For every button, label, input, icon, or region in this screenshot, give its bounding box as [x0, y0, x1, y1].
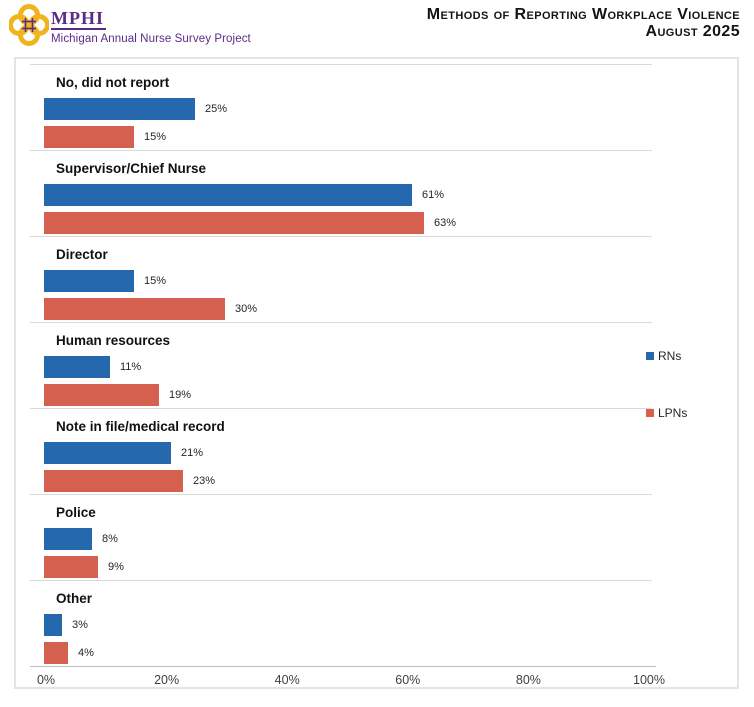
category-separator-line	[30, 236, 652, 237]
category-label: Human resources	[56, 333, 171, 348]
category-separator-line	[30, 408, 652, 409]
x-axis-tick-label: 20%	[154, 673, 180, 687]
x-axis-tick-label: 100%	[633, 673, 665, 687]
report-title-line2: August 2025	[645, 23, 740, 40]
quatrefoil-knot-icon	[9, 4, 49, 46]
rns-bar	[44, 528, 92, 550]
category-label: Supervisor/Chief Nurse	[56, 161, 207, 176]
x-axis-line	[30, 666, 656, 667]
x-axis-tick-label: 60%	[395, 673, 421, 687]
rns-bar-value: 8%	[102, 533, 118, 545]
lpns-bar	[44, 384, 159, 406]
category-label: Director	[56, 247, 108, 262]
lpns-bar	[44, 642, 68, 664]
rns-bar-value: 25%	[205, 103, 228, 115]
lpns-bar-value: 4%	[78, 647, 94, 659]
report-title: Methods of Reporting Workplace Violence …	[427, 6, 740, 40]
category-separator-line	[30, 150, 652, 151]
legend-label: LPNs	[658, 406, 688, 420]
report-title-line1: Methods of Reporting Workplace Violence	[426, 6, 740, 23]
rns-bar	[44, 184, 412, 206]
x-axis-tick-label: 80%	[515, 673, 541, 687]
category-label: Police	[56, 505, 96, 520]
logo-subtitle: Michigan Annual Nurse Survey Project	[51, 33, 251, 45]
x-axis-tick-label: 40%	[274, 673, 300, 687]
rns-bar	[44, 98, 195, 120]
legend-label: RNs	[658, 349, 682, 363]
rns-bar	[44, 442, 171, 464]
lpns-bar	[44, 298, 225, 320]
category-separator-line	[30, 494, 652, 495]
category-label: No, did not report	[56, 75, 170, 90]
lpns-bar	[44, 470, 183, 492]
rns-bar-value: 11%	[120, 361, 142, 373]
chart-frame: No, did not report 25% 15% Supervisor/Chief…	[14, 57, 739, 689]
lpns-bar-value: 15%	[144, 131, 167, 143]
rns-bar	[44, 356, 110, 378]
category-separator-line	[30, 64, 652, 65]
lpns-bar-value: 19%	[169, 389, 192, 401]
lpns-bar-value: 30%	[235, 303, 258, 315]
legend-item-rns: RNs	[646, 349, 681, 363]
category-separator-line	[30, 580, 652, 581]
rns-bar-value: 15%	[144, 275, 167, 287]
mphi-logo: MPHI Michigan Annual Nurse Survey Projec…	[9, 3, 251, 47]
lpns-bar-value: 23%	[193, 475, 216, 487]
logo-acronym: MPHI	[51, 8, 106, 30]
lpns-bar	[44, 556, 98, 578]
rns-bar-value: 21%	[181, 447, 204, 459]
legend-swatch-lpns	[646, 409, 654, 417]
category-separator-line	[30, 322, 652, 323]
legend-swatch-rns	[646, 352, 654, 360]
lpns-bar-value: 63%	[434, 217, 457, 229]
rns-bar-value: 3%	[72, 619, 88, 631]
rns-bar	[44, 614, 62, 636]
lpns-bar	[44, 212, 424, 234]
lpns-bar-value: 9%	[108, 561, 124, 573]
legend-item-lpns: LPNs	[646, 406, 687, 420]
lpns-bar	[44, 126, 134, 148]
x-axis-tick-label: 0%	[36, 673, 56, 687]
rns-bar	[44, 270, 134, 292]
logo-text: MPHI Michigan Annual Nurse Survey Projec…	[51, 3, 251, 45]
rns-bar-value: 61%	[422, 189, 445, 201]
category-label: Other	[56, 591, 93, 606]
category-label: Note in file/medical record	[56, 419, 225, 434]
